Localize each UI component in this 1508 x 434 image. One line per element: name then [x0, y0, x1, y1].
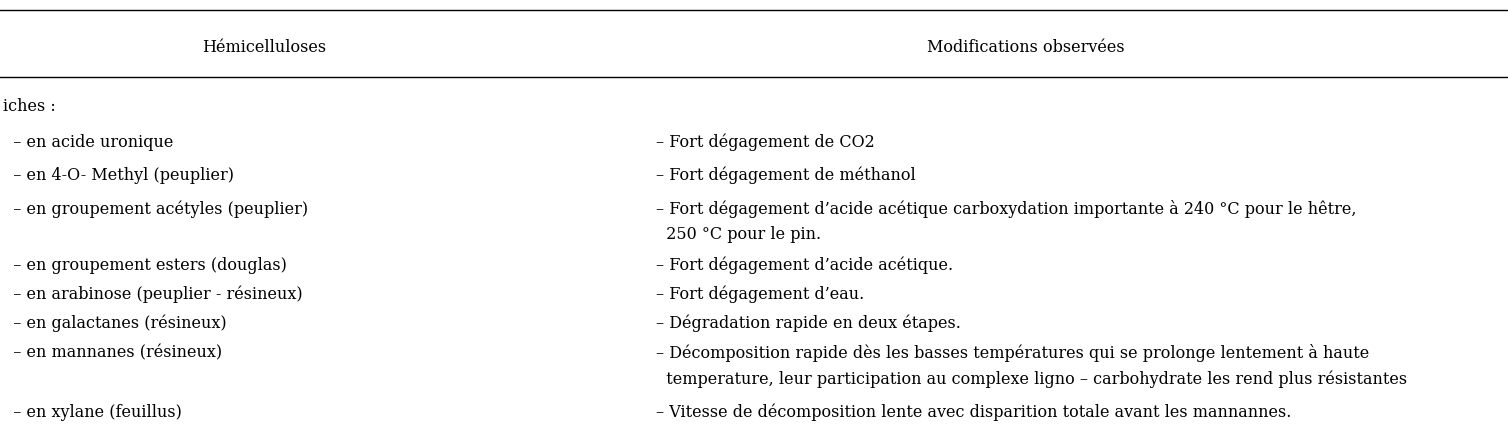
Text: – en groupement acétyles (peuplier): – en groupement acétyles (peuplier) — [3, 200, 308, 217]
Text: – Fort dégagement d’eau.: – Fort dégagement d’eau. — [656, 285, 864, 302]
Text: Modifications observées: Modifications observées — [926, 39, 1125, 56]
Text: Hémicelluloses: Hémicelluloses — [202, 39, 326, 56]
Text: – Fort dégagement d’acide acétique.: – Fort dégagement d’acide acétique. — [656, 256, 953, 273]
Text: temperature, leur participation au complexe ligno – carbohydrate les rend plus r: temperature, leur participation au compl… — [656, 370, 1407, 387]
Text: – en 4-O- Methyl (peuplier): – en 4-O- Methyl (peuplier) — [3, 167, 234, 184]
Text: – en arabinose (peuplier - résineux): – en arabinose (peuplier - résineux) — [3, 285, 303, 302]
Text: – en groupement esters (douglas): – en groupement esters (douglas) — [3, 256, 287, 273]
Text: iches :: iches : — [3, 98, 56, 115]
Text: 250 °C pour le pin.: 250 °C pour le pin. — [656, 226, 820, 243]
Text: – Fort dégagement de CO2: – Fort dégagement de CO2 — [656, 134, 875, 151]
Text: – en mannanes (résineux): – en mannanes (résineux) — [3, 344, 222, 361]
Text: – en acide uronique: – en acide uronique — [3, 134, 173, 151]
Text: – Fort dégagement de méthanol: – Fort dégagement de méthanol — [656, 167, 915, 184]
Text: – Dégradation rapide en deux étapes.: – Dégradation rapide en deux étapes. — [656, 313, 961, 331]
Text: – Décomposition rapide dès les basses températures qui se prolonge lentement à h: – Décomposition rapide dès les basses te… — [656, 343, 1369, 362]
Text: – Fort dégagement d’acide acétique carboxydation importante à 240 °C pour le hêt: – Fort dégagement d’acide acétique carbo… — [656, 199, 1357, 217]
Text: – Vitesse de décomposition lente avec disparition totale avant les mannannes.: – Vitesse de décomposition lente avec di… — [656, 403, 1291, 420]
Text: – en xylane (feuillus): – en xylane (feuillus) — [3, 403, 182, 420]
Text: – en galactanes (résineux): – en galactanes (résineux) — [3, 313, 226, 331]
